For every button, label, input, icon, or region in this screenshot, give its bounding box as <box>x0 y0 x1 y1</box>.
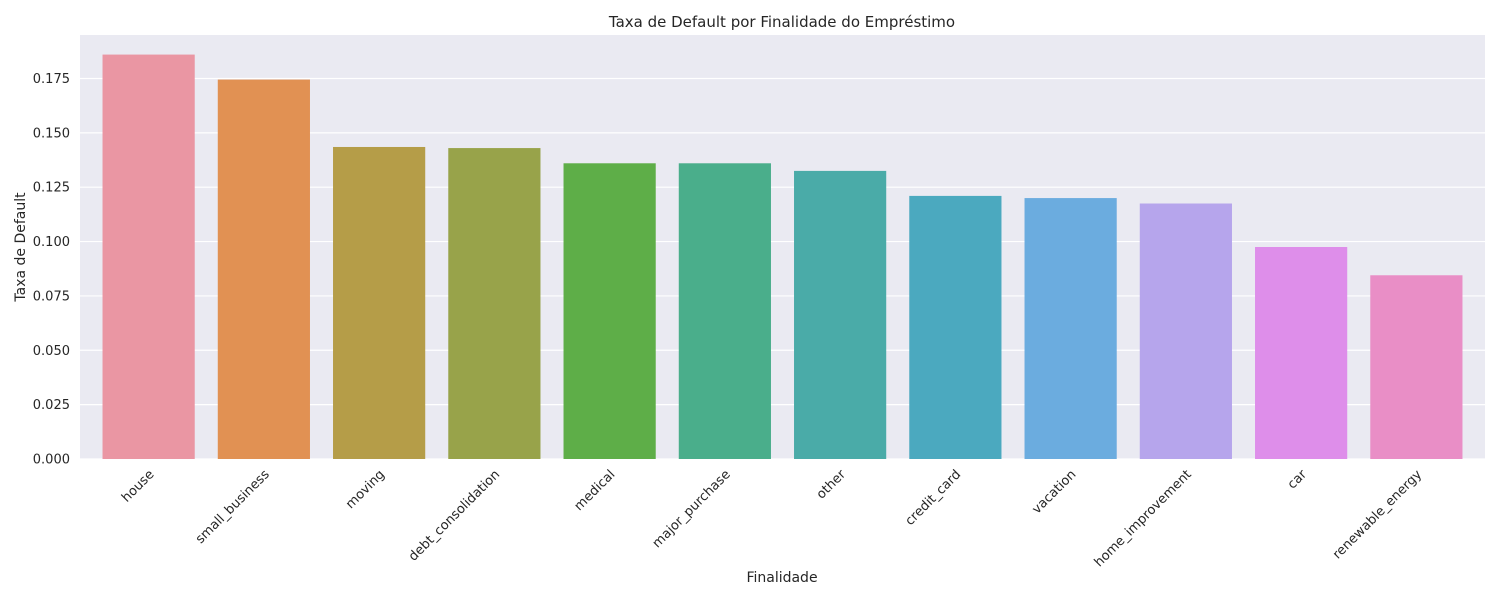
x-tick-label: vacation <box>1029 467 1079 517</box>
bar-small-business <box>217 79 310 460</box>
x-tick-label: renewable_energy <box>1330 467 1425 562</box>
bar-moving <box>333 146 426 459</box>
bar-renewable-energy <box>1370 275 1463 459</box>
y-axis-label: Taxa de Default <box>13 192 29 303</box>
x-tick-label: home_improvement <box>1092 467 1195 570</box>
x-tick-label: house <box>119 467 157 505</box>
chart-title: Taxa de Default por Finalidade do Emprés… <box>608 13 955 31</box>
x-tick-label: medical <box>572 467 619 514</box>
x-tick-label: credit_card <box>903 467 965 529</box>
bar-debt-consolidation <box>448 148 541 460</box>
bar-major-purchase <box>678 163 771 460</box>
y-tick-label: 0.125 <box>33 181 70 196</box>
bar-medical <box>563 163 656 460</box>
y-tick-label: 0.025 <box>33 398 70 413</box>
x-axis-label: Finalidade <box>746 570 817 586</box>
bar-other <box>794 170 887 459</box>
y-tick-label: 0.050 <box>33 344 70 359</box>
y-tick-label: 0.175 <box>33 72 70 87</box>
x-axis-ticks: house small_business moving debt_consolidat… <box>119 467 1425 570</box>
x-tick-label: moving <box>343 467 388 512</box>
gridlines <box>80 77 1485 460</box>
x-tick-label: major_purchase <box>650 467 734 551</box>
bar-car <box>1255 247 1348 459</box>
bar-credit-card <box>909 195 1002 459</box>
bars <box>102 54 1463 460</box>
y-axis-ticks: 0.000 0.025 0.050 0.075 0.100 0.125 0.150 0.175 <box>33 72 70 468</box>
y-tick-label: 0.100 <box>33 235 70 250</box>
bar-house <box>102 54 195 460</box>
x-tick-label: car <box>1285 467 1311 493</box>
plot-area <box>80 35 1485 459</box>
y-tick-label: 0.000 <box>33 453 70 468</box>
y-tick-label: 0.150 <box>33 126 70 141</box>
y-tick-label: 0.075 <box>33 289 70 304</box>
x-tick-label: small_business <box>193 467 273 547</box>
bar-home-improvement <box>1139 203 1232 459</box>
bar-vacation <box>1024 198 1117 460</box>
x-tick-label: debt_consolidation <box>406 467 503 564</box>
x-tick-label: other <box>814 467 850 503</box>
